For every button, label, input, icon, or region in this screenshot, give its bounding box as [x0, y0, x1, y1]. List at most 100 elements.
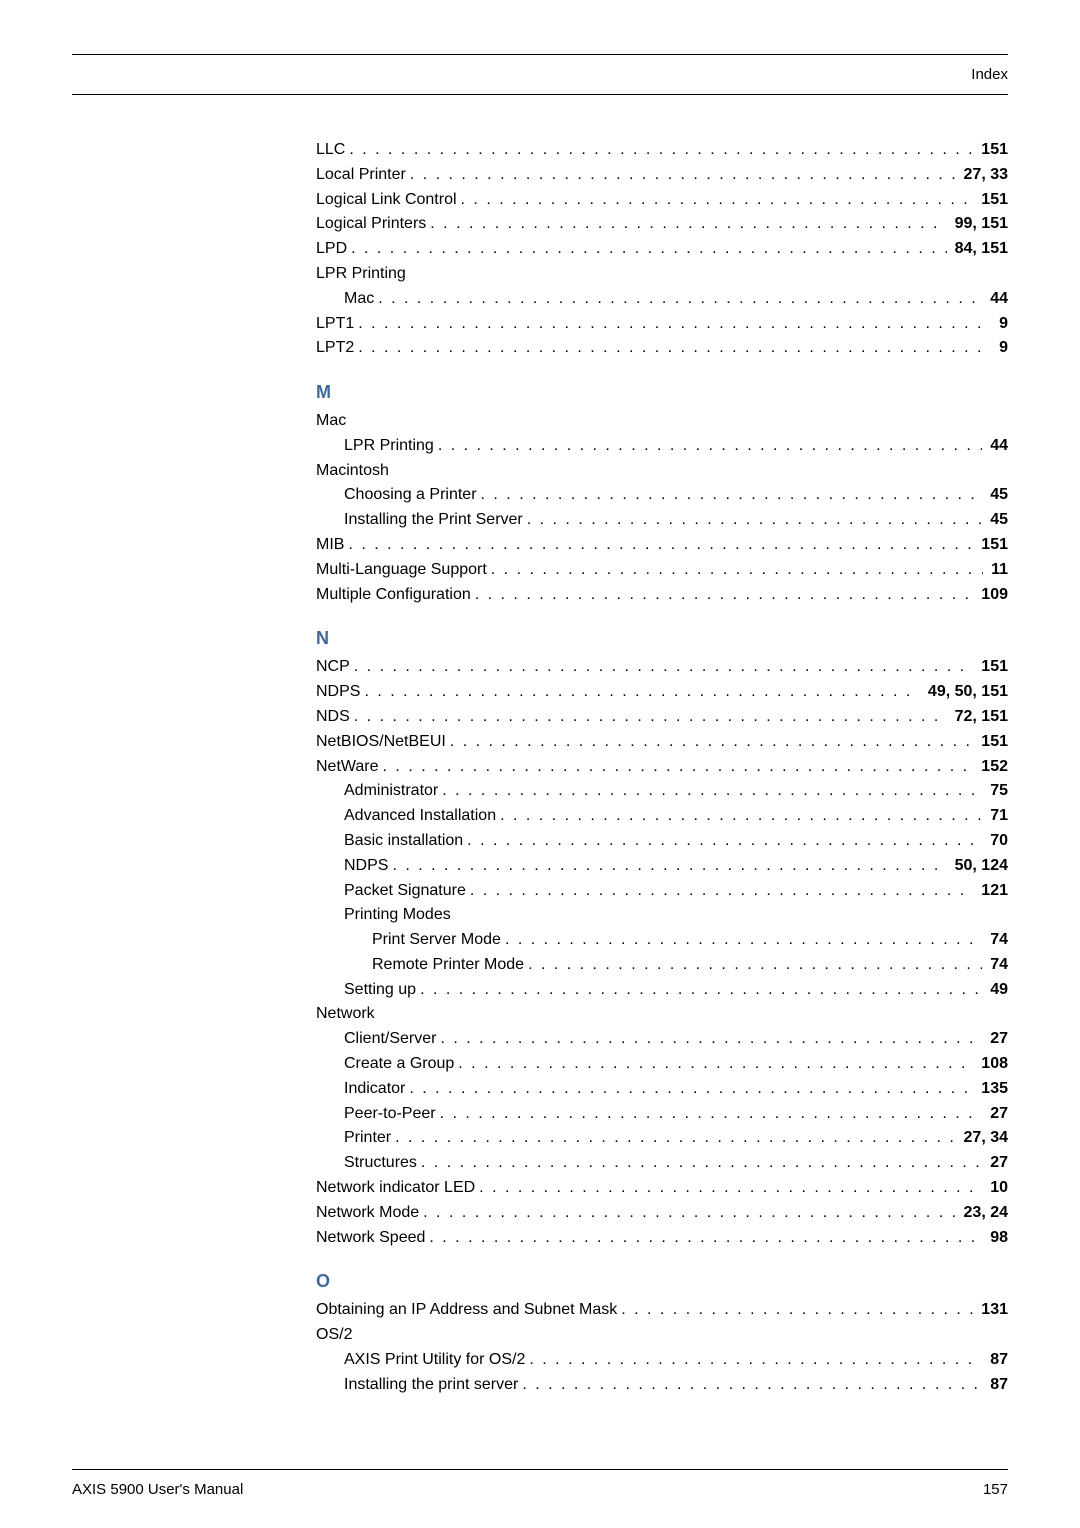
index-entry-dots: [522, 1373, 982, 1398]
section-letter: O: [316, 1268, 1008, 1296]
header-label: Index: [971, 66, 1008, 83]
index-entry-label: Local Printer: [316, 163, 406, 188]
index-entry-label: MIB: [316, 533, 344, 558]
index-entry-dots: [378, 287, 982, 312]
index-entry: Network indicator LED10: [316, 1176, 1008, 1201]
index-entry-label: Multiple Configuration: [316, 583, 471, 608]
footer-rule: [72, 1469, 1008, 1470]
index-entry-page: 151: [977, 533, 1008, 558]
index-entry-label: Structures: [344, 1151, 417, 1176]
index-entry-label: Network indicator LED: [316, 1176, 475, 1201]
index-entry-page: 151: [977, 138, 1008, 163]
index-entry-label: Remote Printer Mode: [372, 953, 524, 978]
index-entry: Obtaining an IP Address and Subnet Mask1…: [316, 1298, 1008, 1323]
index-entry-page: 152: [977, 755, 1008, 780]
index-entry-dots: [348, 533, 973, 558]
index-entry-label: NCP: [316, 655, 350, 680]
index-entry-label: Printer: [344, 1126, 391, 1151]
index-entry-dots: [440, 1102, 983, 1127]
index-entry-page: 27, 33: [960, 163, 1008, 188]
index-entry: Multiple Configuration109: [316, 583, 1008, 608]
index-entry-label: LPT2: [316, 336, 354, 361]
index-entry-dots: [410, 163, 956, 188]
index-entry-page: 49, 50, 151: [924, 680, 1008, 705]
index-entry-label: Network Mode: [316, 1201, 419, 1226]
index-entry-dots: [491, 558, 983, 583]
index-entry-page: 27: [986, 1027, 1008, 1052]
index-entry-page: 74: [986, 953, 1008, 978]
index-entry-dots: [358, 312, 991, 337]
index-entry: LPT19: [316, 312, 1008, 337]
index-entry-page: 44: [986, 434, 1008, 459]
index-entry-dots: [621, 1298, 973, 1323]
index-entry-dots: [475, 583, 974, 608]
index-entry-page: 72, 151: [951, 705, 1008, 730]
index-entry-dots: [430, 212, 946, 237]
index-entry: Create a Group108: [316, 1052, 1008, 1077]
index-entry-page: 71: [986, 804, 1008, 829]
index-entry-label: Installing the Print Server: [344, 508, 523, 533]
index-entry-page: 27, 34: [960, 1126, 1008, 1151]
index-entry-label: Peer-to-Peer: [344, 1102, 436, 1127]
index-heading: Network: [316, 1002, 1008, 1027]
index-entry: Local Printer 27, 33: [316, 163, 1008, 188]
index-entry-page: 74: [986, 928, 1008, 953]
index-entry-dots: [500, 804, 982, 829]
index-entry-label: Obtaining an IP Address and Subnet Mask: [316, 1298, 617, 1323]
index-entry-page: 45: [986, 508, 1008, 533]
index-entry-label: NetBIOS/NetBEUI: [316, 730, 446, 755]
index-entry: LPR Printing44: [316, 434, 1008, 459]
index-entry-page: 151: [977, 730, 1008, 755]
index-entry-page: 121: [977, 879, 1008, 904]
index-entry-dots: [481, 483, 983, 508]
section-letter: M: [316, 379, 1008, 407]
index-entry-label: Administrator: [344, 779, 438, 804]
index-entry-page: 108: [977, 1052, 1008, 1077]
index-entry: Print Server Mode74: [316, 928, 1008, 953]
index-entry-label: Installing the print server: [344, 1373, 518, 1398]
index-entry-page: 23, 24: [960, 1201, 1008, 1226]
index-entry: Indicator135: [316, 1077, 1008, 1102]
index-entry-label: Logical Link Control: [316, 188, 457, 213]
index-entry: NDPS 49, 50, 151: [316, 680, 1008, 705]
index-entry: Printer 27, 34: [316, 1126, 1008, 1151]
index-entry-page: 151: [977, 188, 1008, 213]
index-entry: Administrator75: [316, 779, 1008, 804]
index-entry-label: AXIS Print Utility for OS/2: [344, 1348, 525, 1373]
index-entry-dots: [395, 1126, 955, 1151]
index-entry-page: 84, 151: [951, 237, 1008, 262]
index-entry-page: 11: [987, 558, 1008, 583]
index-entry-dots: [450, 730, 973, 755]
index-entry-page: 9: [995, 312, 1008, 337]
index-entry-dots: [354, 655, 974, 680]
index-entry-dots: [429, 1226, 982, 1251]
index-heading: Macintosh: [316, 459, 1008, 484]
index-entry-page: 44: [986, 287, 1008, 312]
index-entry: Remote Printer Mode 74: [316, 953, 1008, 978]
index-entry-dots: [420, 978, 982, 1003]
index-entry-label: NDPS: [316, 680, 360, 705]
index-entry: Network Mode 23, 24: [316, 1201, 1008, 1226]
index-entry-label: Basic installation: [344, 829, 463, 854]
index-entry-dots: [527, 508, 982, 533]
index-entry: NDPS50, 124: [316, 854, 1008, 879]
index-entry: Structures27: [316, 1151, 1008, 1176]
header-rule-bottom: [72, 94, 1008, 95]
index-entry-label: Mac: [344, 287, 374, 312]
index-entry-label: Choosing a Printer: [344, 483, 477, 508]
index-entry-dots: [354, 705, 947, 730]
index-entry-dots: [423, 1201, 955, 1226]
index-entry-page: 151: [977, 655, 1008, 680]
index-entry: AXIS Print Utility for OS/287: [316, 1348, 1008, 1373]
index-entry-label: Client/Server: [344, 1027, 436, 1052]
index-entry-label: Packet Signature: [344, 879, 466, 904]
index-entry-dots: [479, 1176, 982, 1201]
index-entry-page: 98: [986, 1226, 1008, 1251]
index-entry-label: Advanced Installation: [344, 804, 496, 829]
index-entry-label: Logical Printers: [316, 212, 426, 237]
index-entry-dots: [364, 680, 919, 705]
index-entry-label: Network Speed: [316, 1226, 425, 1251]
index-content: LLC151Local Printer27, 33Logical Link Co…: [316, 138, 1008, 1398]
index-heading: OS/2: [316, 1323, 1008, 1348]
header-rule-top: [72, 54, 1008, 55]
